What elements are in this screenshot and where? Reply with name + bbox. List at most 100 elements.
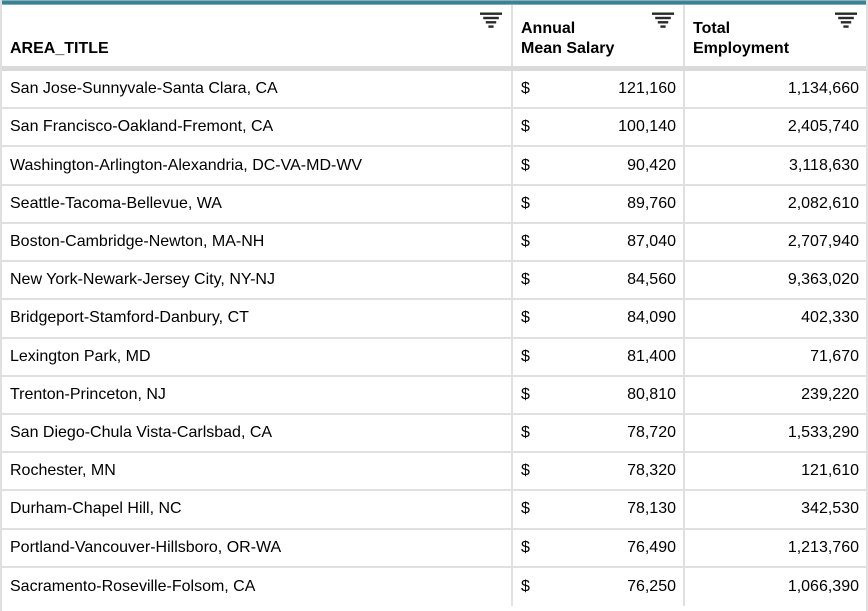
column-header-annual-mean-salary[interactable]: Annual Mean Salary: [513, 5, 685, 66]
cell-annual-mean-salary[interactable]: $ 84,090: [513, 300, 685, 337]
cell-annual-mean-salary[interactable]: $ 78,130: [513, 491, 685, 528]
area-title-text: Rochester, MN: [10, 462, 116, 480]
employment-value: 2,082,610: [787, 194, 859, 212]
employment-value: 9,363,020: [787, 271, 859, 289]
currency-symbol: $: [521, 347, 530, 365]
salary-value: 87,040: [627, 232, 676, 250]
table-row: Seattle-Tacoma-Bellevue, WA $ 89,760 2,0…: [2, 185, 866, 224]
cell-total-employment[interactable]: 1,533,290: [685, 415, 866, 451]
filter-icon[interactable]: [652, 12, 674, 28]
employment-value: 3,118,630: [789, 156, 859, 174]
cell-area-title[interactable]: Lexington Park, MD: [2, 338, 513, 375]
cell-area-title[interactable]: New York-Newark-Jersey City, NY-NJ: [2, 262, 513, 299]
cell-area-title[interactable]: Boston-Cambridge-Newton, MA-NH: [2, 223, 513, 261]
currency-symbol: $: [521, 80, 530, 98]
cell-total-employment[interactable]: 2,707,940: [685, 224, 866, 260]
cell-annual-mean-salary[interactable]: $ 121,160: [513, 71, 685, 108]
area-title-text: San Francisco-Oakland-Fremont, CA: [10, 118, 274, 136]
cell-annual-mean-salary[interactable]: $ 84,560: [513, 262, 685, 299]
cell-area-title[interactable]: Durham-Chapel Hill, NC: [2, 491, 513, 528]
cell-annual-mean-salary[interactable]: $ 81,400: [513, 338, 685, 375]
salary-value: 76,250: [627, 577, 676, 595]
salary-value: 78,130: [627, 500, 676, 518]
cell-total-employment[interactable]: 2,405,740: [685, 109, 866, 145]
cell-total-employment[interactable]: 239,220: [685, 377, 866, 413]
cell-annual-mean-salary[interactable]: $ 90,420: [513, 147, 685, 184]
employment-value: 121,610: [801, 462, 859, 480]
cell-total-employment[interactable]: 342,530: [685, 491, 866, 527]
cell-total-employment[interactable]: 121,610: [685, 453, 866, 489]
cell-area-title[interactable]: Sacramento-Roseville-Folsom, CA: [2, 567, 513, 606]
employment-value: 402,330: [801, 309, 859, 327]
table-row: Washington-Arlington-Alexandria, DC-VA-M…: [2, 147, 866, 186]
column-label-annual-mean-salary: Annual Mean Salary: [521, 20, 615, 57]
cell-annual-mean-salary[interactable]: $ 89,760: [513, 185, 685, 222]
employment-value: 1,213,760: [787, 538, 859, 556]
cell-area-title[interactable]: Portland-Vancouver-Hillsboro, OR-WA: [2, 529, 513, 566]
cell-annual-mean-salary[interactable]: $ 76,490: [513, 529, 685, 566]
table-row: San Diego-Chula Vista-Carlsbad, CA $ 78,…: [2, 414, 866, 454]
column-label-area-title: AREA_TITLE: [10, 40, 109, 57]
cell-area-title[interactable]: Seattle-Tacoma-Bellevue, WA: [2, 185, 513, 222]
currency-symbol: $: [521, 118, 530, 136]
salary-value: 90,420: [627, 156, 676, 174]
employment-value: 71,670: [810, 347, 859, 365]
cell-annual-mean-salary[interactable]: $ 87,040: [513, 223, 685, 261]
cell-annual-mean-salary[interactable]: $ 80,810: [513, 376, 685, 413]
cell-area-title[interactable]: Bridgeport-Stamford-Danbury, CT: [2, 300, 513, 337]
area-title-text: Portland-Vancouver-Hillsboro, OR-WA: [10, 538, 282, 556]
currency-symbol: $: [521, 462, 530, 480]
cell-total-employment[interactable]: 1,134,660: [685, 71, 866, 107]
table-header-row: AREA_TITLE Annual Mean Salary: [2, 5, 866, 71]
salary-value: 89,760: [627, 194, 676, 212]
salary-value: 84,560: [627, 271, 676, 289]
employment-value: 342,530: [801, 500, 859, 518]
cell-area-title[interactable]: Trenton-Princeton, NJ: [2, 376, 513, 413]
area-title-text: Bridgeport-Stamford-Danbury, CT: [10, 309, 249, 327]
salary-value: 121,160: [618, 80, 676, 98]
employment-value: 1,066,390: [787, 577, 859, 595]
cell-area-title[interactable]: San Diego-Chula Vista-Carlsbad, CA: [2, 414, 513, 452]
table-row: New York-Newark-Jersey City, NY-NJ $ 84,…: [2, 262, 866, 301]
employment-value: 2,405,740: [787, 118, 859, 136]
table-row: Bridgeport-Stamford-Danbury, CT $ 84,090…: [2, 300, 866, 339]
employment-value: 1,533,290: [787, 424, 859, 442]
table-row: Trenton-Princeton, NJ $ 80,810 239,220: [2, 376, 866, 415]
cell-total-employment[interactable]: 402,330: [685, 300, 866, 336]
column-header-total-employment[interactable]: Total Employment: [685, 5, 866, 66]
cell-total-employment[interactable]: 71,670: [685, 339, 866, 375]
cell-area-title[interactable]: Washington-Arlington-Alexandria, DC-VA-M…: [2, 147, 513, 184]
salary-value: 81,400: [627, 347, 676, 365]
area-title-text: Sacramento-Roseville-Folsom, CA: [10, 577, 256, 595]
cell-total-employment[interactable]: 1,213,760: [685, 530, 866, 566]
top-accent-bar: [2, 0, 866, 5]
cell-area-title[interactable]: San Jose-Sunnyvale-Santa Clara, CA: [2, 71, 513, 108]
cell-total-employment[interactable]: 3,118,630: [685, 147, 866, 183]
cell-area-title[interactable]: Rochester, MN: [2, 453, 513, 490]
cell-total-employment[interactable]: 9,363,020: [685, 262, 866, 298]
currency-symbol: $: [521, 500, 530, 518]
cell-total-employment[interactable]: 1,066,390: [685, 568, 866, 606]
filter-icon[interactable]: [480, 12, 502, 28]
column-header-area-title[interactable]: AREA_TITLE: [2, 5, 513, 66]
table-row: Durham-Chapel Hill, NC $ 78,130 342,530: [2, 491, 866, 530]
area-title-text: Seattle-Tacoma-Bellevue, WA: [10, 194, 222, 212]
salary-value: 80,810: [627, 385, 676, 403]
table-body: San Jose-Sunnyvale-Santa Clara, CA $ 121…: [2, 71, 866, 606]
currency-symbol: $: [521, 385, 530, 403]
cell-total-employment[interactable]: 2,082,610: [685, 186, 866, 222]
filter-icon[interactable]: [835, 12, 857, 28]
currency-symbol: $: [521, 309, 530, 327]
currency-symbol: $: [521, 194, 530, 212]
table-row: Lexington Park, MD $ 81,400 71,670: [2, 338, 866, 377]
cell-area-title[interactable]: San Francisco-Oakland-Fremont, CA: [2, 109, 513, 146]
salary-value: 84,090: [627, 309, 676, 327]
salary-value: 100,140: [618, 118, 676, 136]
cell-annual-mean-salary[interactable]: $ 78,320: [513, 453, 685, 490]
currency-symbol: $: [521, 271, 530, 289]
area-title-text: Durham-Chapel Hill, NC: [10, 500, 182, 518]
cell-annual-mean-salary[interactable]: $ 100,140: [513, 109, 685, 146]
cell-annual-mean-salary[interactable]: $ 76,250: [513, 567, 685, 606]
cell-annual-mean-salary[interactable]: $ 78,720: [513, 414, 685, 452]
